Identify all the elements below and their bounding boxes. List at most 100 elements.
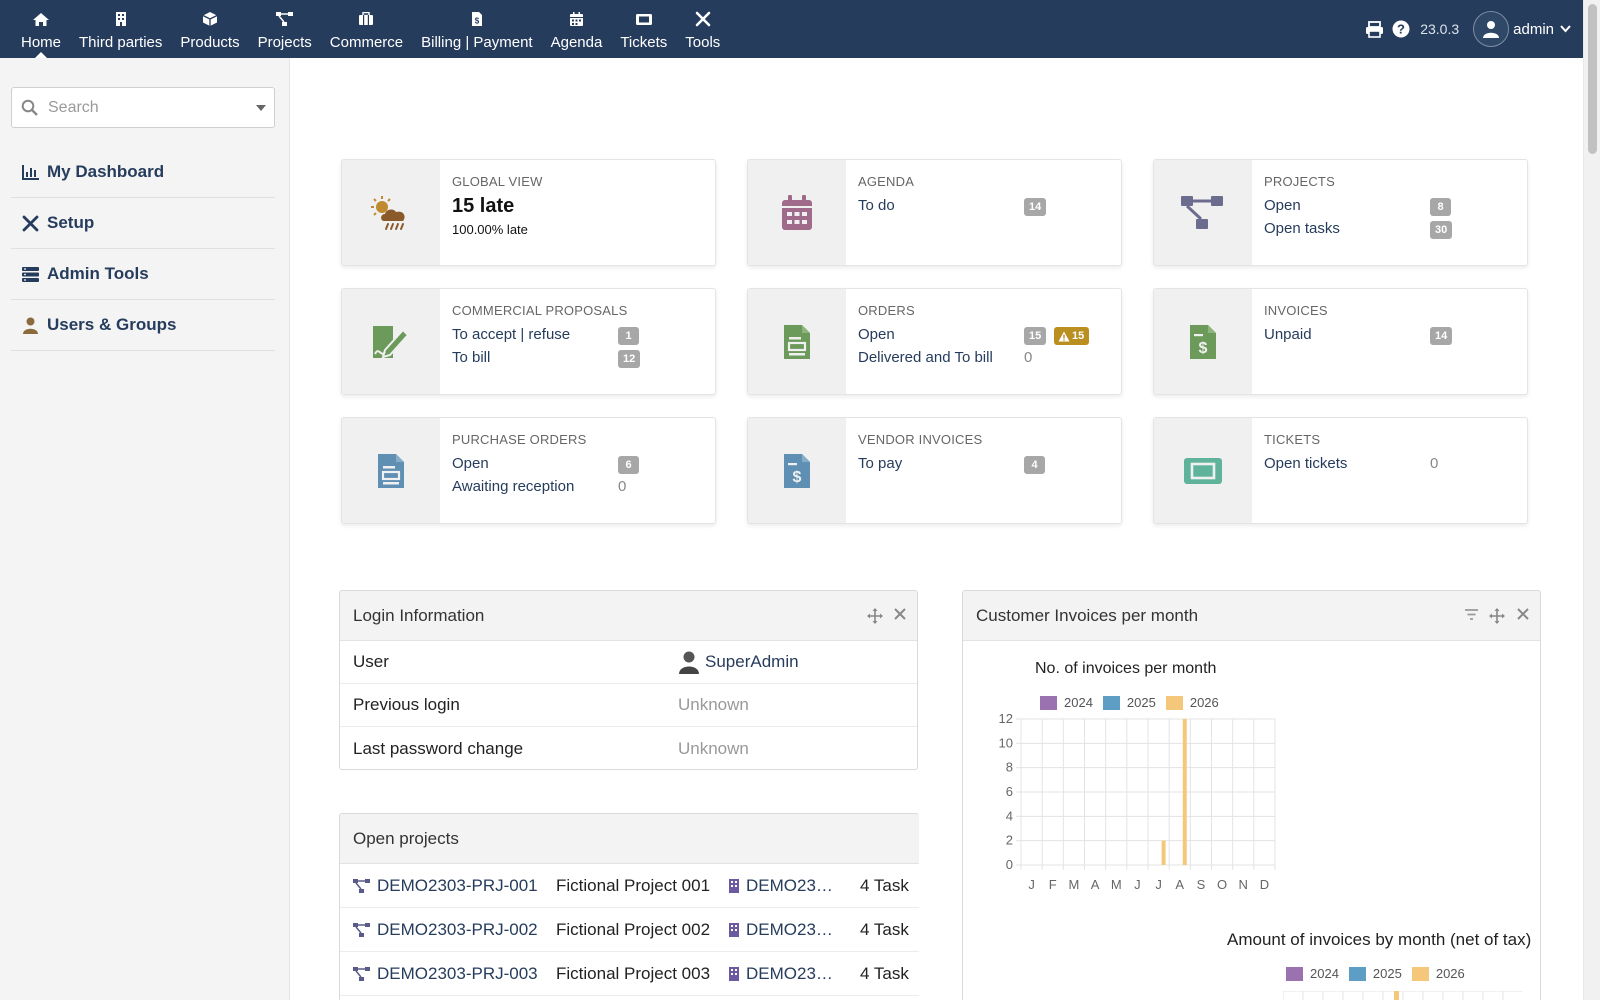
svg-text:?: ? [1397,22,1405,37]
project-name: Fictional Project 002 [556,920,711,939]
orders-open-link[interactable]: Open [858,326,895,343]
count-badge[interactable]: 6 [618,456,639,474]
agenda-todo-link[interactable]: To do [858,197,895,214]
count-badge[interactable]: 30 [1430,221,1453,239]
legend-label: 2025 [1372,966,1402,981]
user-menu[interactable]: admin [1473,11,1571,47]
top-menu: Home Third parties Products Projects Com… [12,0,729,58]
project-icon [276,10,294,28]
company-name: DEMO23… [746,876,833,895]
legend-item[interactable]: 2024 [1286,966,1339,981]
topnav-home[interactable]: Home [12,0,70,58]
y-tick-label: 8 [1006,760,1013,775]
legend-item[interactable]: 2025 [1102,695,1156,710]
help-icon[interactable]: ? [1392,20,1410,38]
legend-item[interactable]: 2026 [1165,695,1219,710]
project-ref-link[interactable]: DEMO2303-PRJ-003 [353,964,538,984]
task-count: 4 Task [860,920,909,939]
close-icon[interactable] [1517,608,1529,620]
vendor-invoice-icon: $ [748,418,846,523]
projects-open-link[interactable]: Open [1264,197,1301,214]
late-warning-badge[interactable]: 15 [1054,327,1090,345]
proposal-icon [342,289,440,394]
count-badge[interactable]: 14 [1430,327,1453,345]
sidebar-item-setup[interactable]: Setup [11,198,275,249]
company-link[interactable]: DEMO23… [728,964,833,984]
chart2-axis-stub [1283,991,1523,1000]
count-badge[interactable]: 8 [1430,198,1451,216]
sidebar-item-users-groups[interactable]: Users & Groups [11,300,275,351]
dropdown-caret-icon[interactable] [256,105,266,111]
purchase-awaiting-link[interactable]: Awaiting reception [452,478,575,495]
x-tick-label: O [1217,877,1227,891]
move-icon[interactable] [867,608,883,624]
company-link[interactable]: DEMO23… [728,920,833,940]
box-content: GLOBAL VIEW 15 late 100.00% late [452,174,707,237]
box-orders: ORDERS Open 15 15 Delivered and To bill … [747,288,1122,395]
search-input[interactable] [48,98,238,117]
topnav-agenda[interactable]: Agenda [542,0,612,58]
late-count: 15 late [452,195,515,217]
legend-label: 2025 [1126,695,1156,710]
topnav-label: Agenda [550,34,603,51]
proposals-bill-link[interactable]: To bill [452,349,491,366]
scrollbar-thumb[interactable] [1588,4,1597,154]
orders-delivered-link[interactable]: Delivered and To bill [858,349,993,366]
info-row-user: User SuperAdmin [340,641,917,684]
search-box[interactable] [11,87,275,128]
row-label: Last password change [353,738,524,758]
x-tick-label: J [1134,877,1141,891]
calendar-icon [569,10,584,28]
topnav-tickets[interactable]: Tickets [611,0,676,58]
late-count: 15 [1072,330,1085,342]
purchase-open-link[interactable]: Open [452,455,489,472]
legend-item[interactable]: 2026 [1411,966,1465,981]
move-icon[interactable] [1489,608,1505,624]
sidebar-item-admin-tools[interactable]: Admin Tools [11,249,275,300]
project-icon [353,923,370,937]
y-tick-label: 12 [999,711,1013,726]
project-ref-link[interactable]: DEMO2303-PRJ-002 [353,920,538,940]
legend-item[interactable]: 2025 [1348,966,1402,981]
vendor-topay-link[interactable]: To pay [858,455,903,472]
box-title: COMMERCIAL PROPOSALS [452,303,628,318]
chart-title: No. of invoices per month [1035,660,1217,677]
box-content: COMMERCIAL PROPOSALS To accept | refuse … [452,303,707,372]
invoices-unpaid-link[interactable]: Unpaid [1264,326,1312,343]
legend-item[interactable]: 2024 [1040,695,1093,710]
chart-bar [1161,840,1166,865]
company-name: DEMO23… [746,920,833,939]
topnav-tools[interactable]: Tools [676,0,729,58]
count-badge[interactable]: 12 [618,350,641,368]
version-label: 23.0.3 [1420,21,1460,37]
filter-icon[interactable] [1465,609,1478,620]
sidebar-item-my-dashboard[interactable]: My Dashboard [11,147,275,198]
row-value: Unknown [678,738,749,758]
box-invoices: $ INVOICES Unpaid 14 [1153,288,1528,395]
topnav-label: Tools [685,34,721,51]
count-badge[interactable]: 14 [1024,198,1047,216]
project-ref-link[interactable]: DEMO2303-PRJ-001 [353,876,538,896]
print-icon[interactable] [1365,20,1384,38]
tickets-open-link[interactable]: Open tickets [1264,455,1348,472]
proposals-accept-link[interactable]: To accept | refuse [452,326,571,343]
chart2-legend: 2024 2025 2026 [1286,966,1475,981]
company-link[interactable]: DEMO23… [728,876,833,896]
topnav-label: Home [21,34,62,51]
page-scrollbar[interactable] [1583,0,1600,1000]
svg-text:$: $ [1199,340,1208,357]
projects-tasks-link[interactable]: Open tasks [1264,220,1340,237]
count-badge[interactable]: 15 [1024,327,1047,345]
topnav-projects[interactable]: Projects [249,0,321,58]
topnav-third-parties[interactable]: Third parties [70,0,171,58]
count-badge[interactable]: 1 [618,327,639,345]
topnav-products[interactable]: Products [171,0,248,58]
count-value: 0 [1024,349,1033,366]
topnav-billing[interactable]: $ Billing | Payment [412,0,541,58]
user-link[interactable]: SuperAdmin [705,652,799,671]
legend-swatch [1286,966,1303,981]
count-badge[interactable]: 4 [1024,456,1045,474]
x-tick-label: M [1111,877,1122,891]
close-icon[interactable] [894,608,906,620]
topnav-commerce[interactable]: Commerce [321,0,412,58]
